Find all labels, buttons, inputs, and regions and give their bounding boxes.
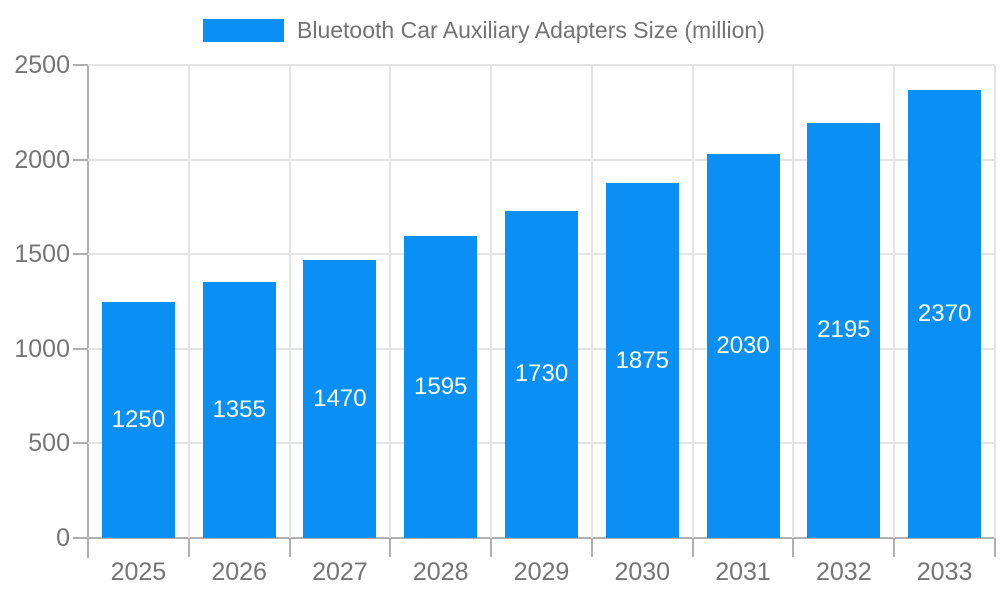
x-axis-tick-label: 2028 xyxy=(412,558,469,586)
bar-value-label: 2030 xyxy=(716,331,770,359)
y-axis-tick-label: 0 xyxy=(56,524,70,552)
x-axis-tick xyxy=(691,538,694,557)
x-axis-tick-label: 2029 xyxy=(513,558,570,586)
y-axis-tick-label: 2000 xyxy=(14,145,70,174)
x-axis-tick xyxy=(893,538,896,557)
y-axis-tick xyxy=(73,158,88,161)
bar-2027: 1470 xyxy=(303,259,377,538)
x-axis-tick xyxy=(994,538,996,557)
x-axis-tick-label: 2026 xyxy=(211,558,267,586)
bar-value-label: 2195 xyxy=(817,316,871,344)
x-axis-tick xyxy=(792,538,795,557)
x-axis-tick-label: 2031 xyxy=(715,558,771,586)
gridline-vertical xyxy=(590,65,593,538)
legend: Bluetooth Car Auxiliary Adapters Size (m… xyxy=(203,17,765,44)
gridline-vertical xyxy=(389,65,392,538)
legend-swatch-icon xyxy=(203,19,284,42)
bar-2026: 1355 xyxy=(202,281,276,538)
bar-2031: 2030 xyxy=(706,153,780,538)
x-axis-tick xyxy=(590,538,593,557)
x-axis-tick xyxy=(187,538,190,557)
x-axis-tick-label: 2033 xyxy=(916,558,973,586)
x-axis-tick xyxy=(87,538,89,557)
y-axis-tick xyxy=(73,537,88,539)
x-axis-line xyxy=(73,537,995,539)
plot-area: 1250 1355 1470 1595 1730 1875 2030 2195 2370 xyxy=(88,64,996,538)
gridline-vertical xyxy=(490,65,493,538)
x-axis-tick xyxy=(490,538,493,557)
gridline-vertical xyxy=(994,65,996,538)
bar-2029: 1730 xyxy=(505,210,578,538)
y-axis-tick-label: 1000 xyxy=(14,334,70,363)
bar-2025: 1250 xyxy=(101,301,175,538)
bar-value-label: 1730 xyxy=(514,360,569,388)
gridline-horizontal xyxy=(88,64,995,66)
x-axis-tick xyxy=(389,538,392,557)
gridline-vertical xyxy=(792,65,795,538)
legend-label: Bluetooth Car Auxiliary Adapters Size (m… xyxy=(297,17,765,43)
y-axis-tick-label: 1500 xyxy=(14,240,70,269)
gridline-vertical xyxy=(288,65,291,538)
bar-value-label: 2370 xyxy=(917,299,972,327)
bar-value-label: 1355 xyxy=(212,395,266,423)
bar-value-label: 1595 xyxy=(414,373,468,401)
bar-2032: 2195 xyxy=(807,122,881,538)
bar-2028: 1595 xyxy=(404,236,478,538)
y-axis-tick xyxy=(73,442,88,445)
bar-2030: 1875 xyxy=(605,183,679,538)
x-axis-tick-label: 2027 xyxy=(312,558,368,586)
legend-item[interactable]: Bluetooth Car Auxiliary Adapters Size (m… xyxy=(203,17,765,44)
x-axis-tick-label: 2030 xyxy=(614,558,671,586)
bar-value-label: 1250 xyxy=(111,405,166,433)
x-axis-tick-label: 2025 xyxy=(110,558,167,586)
gridline-horizontal xyxy=(88,158,995,161)
gridline-vertical xyxy=(187,65,190,538)
bar-2033: 2370 xyxy=(908,89,982,538)
gridline-vertical xyxy=(893,65,896,538)
y-axis-tick xyxy=(73,64,88,66)
bar-value-label: 1470 xyxy=(313,384,367,412)
y-axis-tick xyxy=(73,347,88,350)
gridline-vertical xyxy=(691,65,694,538)
y-axis-line xyxy=(87,65,89,558)
y-axis-tick-label: 500 xyxy=(28,429,70,458)
x-axis-tick xyxy=(288,538,291,557)
x-axis-tick-label: 2032 xyxy=(816,558,872,586)
bar-value-label: 1875 xyxy=(615,346,669,374)
y-axis-tick xyxy=(73,253,88,256)
y-axis-tick-label: 2500 xyxy=(14,51,70,79)
